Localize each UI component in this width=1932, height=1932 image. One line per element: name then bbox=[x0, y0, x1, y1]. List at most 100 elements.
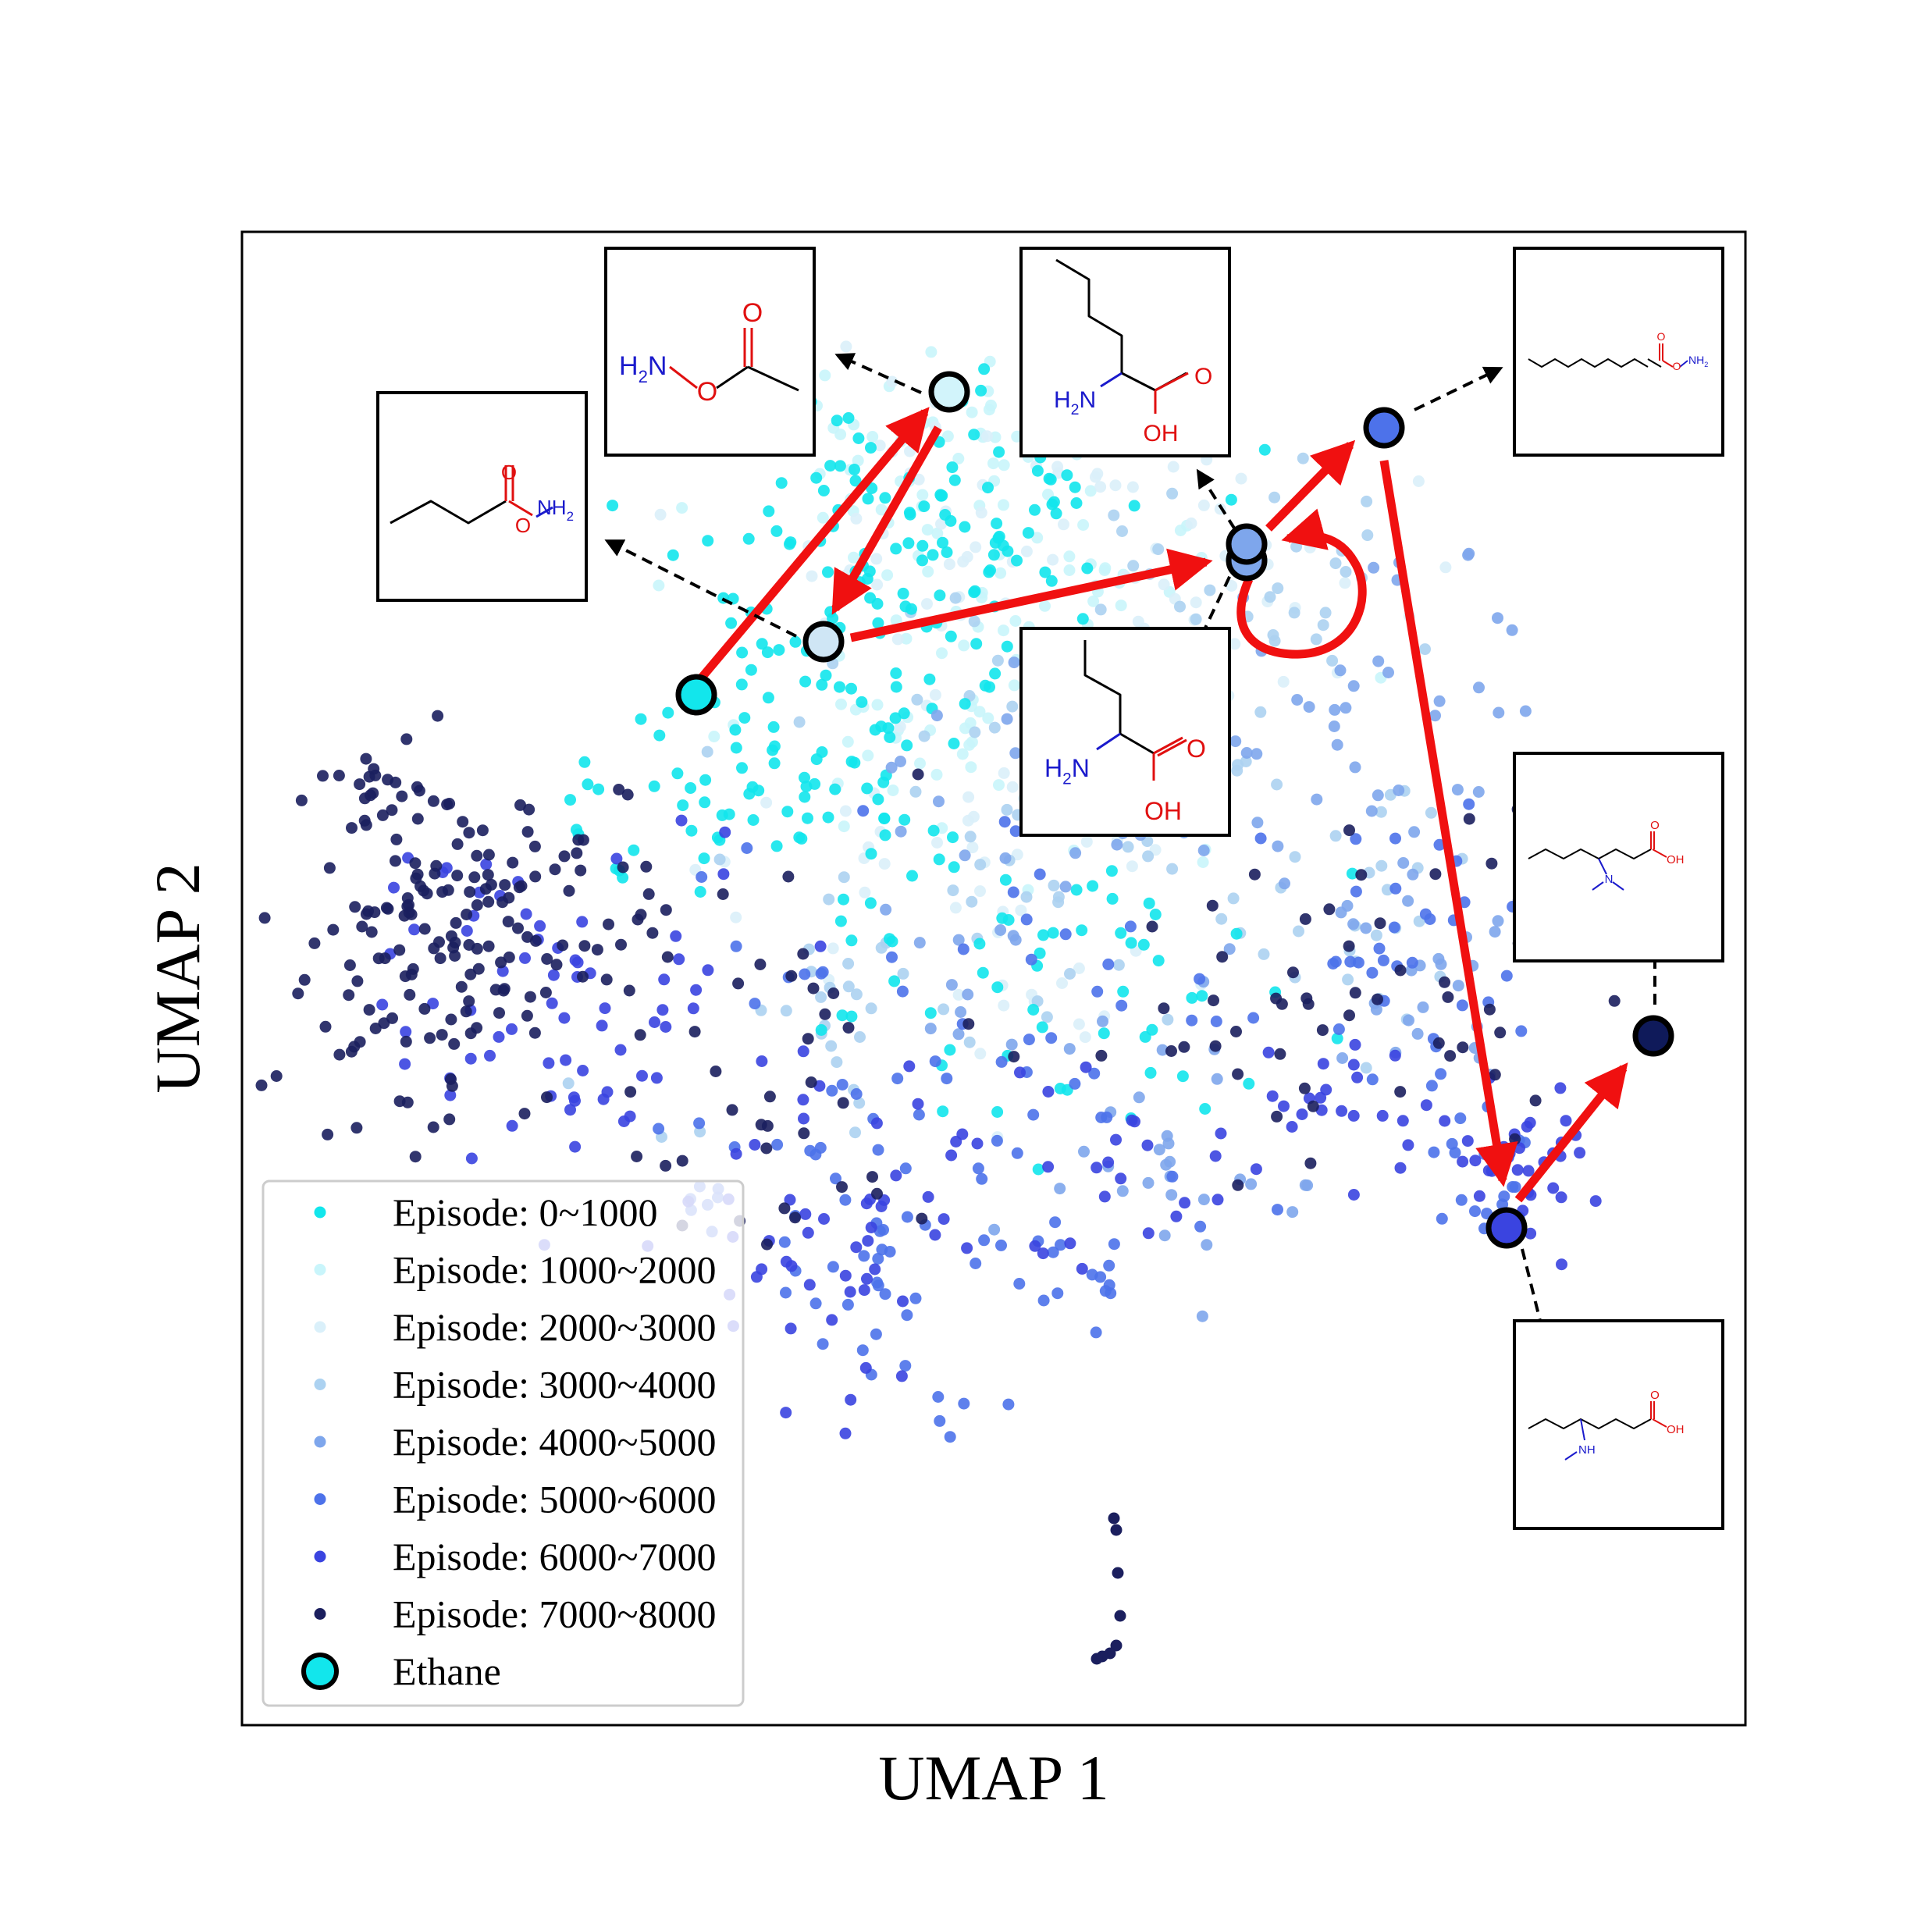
scatter-point bbox=[941, 1073, 953, 1085]
atom-label: O bbox=[697, 377, 717, 407]
scatter-point bbox=[1272, 840, 1284, 852]
scatter-point bbox=[432, 710, 444, 722]
scatter-point bbox=[998, 999, 1010, 1012]
scatter-point bbox=[890, 681, 902, 693]
scatter-point bbox=[1461, 1135, 1474, 1147]
scatter-point bbox=[642, 888, 655, 900]
scatter-point bbox=[1027, 1108, 1040, 1121]
scatter-point bbox=[1452, 980, 1464, 992]
scatter-point bbox=[1229, 735, 1242, 748]
scatter-point bbox=[898, 813, 911, 826]
scatter-point bbox=[1287, 966, 1299, 979]
scatter-point bbox=[1042, 1161, 1055, 1173]
molecule-inset-1: O O NH2 bbox=[376, 391, 588, 602]
scatter-point bbox=[1054, 1083, 1066, 1094]
scatter-point bbox=[1152, 543, 1165, 556]
scatter-point bbox=[1274, 1048, 1286, 1060]
scatter-point bbox=[1020, 913, 1033, 926]
scatter-point bbox=[468, 871, 481, 884]
scatter-point bbox=[785, 536, 797, 549]
scatter-point bbox=[327, 923, 340, 936]
scatter-point bbox=[807, 982, 820, 994]
scatter-point bbox=[973, 706, 986, 718]
scatter-point bbox=[1158, 1002, 1170, 1015]
scatter-point bbox=[904, 445, 916, 457]
scatter-point bbox=[1355, 869, 1368, 881]
scatter-point bbox=[354, 778, 366, 791]
scatter-point bbox=[1179, 1197, 1191, 1209]
scatter-point bbox=[1006, 781, 1019, 793]
scatter-point bbox=[730, 742, 742, 754]
scatter-point bbox=[849, 756, 861, 769]
scatter-point bbox=[963, 1036, 976, 1048]
scatter-point bbox=[368, 906, 381, 919]
scatter-point bbox=[1296, 1108, 1308, 1120]
scatter-point bbox=[518, 1108, 531, 1120]
atom-label: NH2 bbox=[1688, 354, 1708, 368]
scatter-point bbox=[607, 500, 619, 512]
scatter-point bbox=[1340, 566, 1352, 578]
scatter-point bbox=[862, 1235, 874, 1247]
scatter-point bbox=[365, 926, 378, 938]
scatter-point bbox=[819, 1008, 831, 1020]
scatter-point bbox=[1064, 968, 1076, 980]
scatter-point bbox=[890, 667, 902, 679]
legend-label: Episode: 5000~6000 bbox=[393, 1478, 717, 1521]
scatter-point bbox=[599, 1002, 611, 1015]
scatter-point bbox=[978, 363, 991, 375]
scatter-point bbox=[1342, 973, 1354, 986]
scatter-point bbox=[820, 669, 832, 681]
scatter-point bbox=[968, 429, 980, 441]
scatter-point bbox=[1106, 892, 1119, 905]
scatter-point bbox=[1209, 1040, 1222, 1052]
scatter-point bbox=[736, 646, 749, 659]
scatter-point bbox=[822, 566, 834, 578]
scatter-point bbox=[480, 858, 493, 870]
scatter-point bbox=[343, 989, 355, 1002]
scatter-point bbox=[864, 897, 877, 909]
scatter-point bbox=[523, 803, 535, 816]
scatter-point bbox=[1185, 517, 1197, 529]
scatter-point bbox=[1492, 915, 1504, 927]
scatter-point bbox=[946, 461, 959, 474]
scatter-point bbox=[1298, 1082, 1311, 1094]
scatter-point bbox=[929, 1055, 941, 1068]
scatter-point bbox=[968, 615, 980, 628]
scatter-point bbox=[959, 849, 971, 862]
scatter-point bbox=[624, 1086, 637, 1098]
scatter-point bbox=[993, 779, 1005, 792]
scatter-point bbox=[1375, 806, 1387, 818]
scatter-point bbox=[839, 805, 852, 817]
scatter-point bbox=[348, 1041, 361, 1053]
scatter-point bbox=[1166, 1170, 1179, 1183]
legend-label: Episode: 4000~5000 bbox=[393, 1420, 717, 1464]
scatter-point bbox=[729, 724, 742, 736]
scatter-point bbox=[400, 1035, 412, 1048]
legend-label: Episode: 1000~2000 bbox=[393, 1248, 717, 1292]
scatter-point bbox=[1015, 904, 1027, 916]
scatter-point bbox=[1270, 992, 1283, 1005]
scatter-point bbox=[1262, 1046, 1275, 1059]
scatter-point bbox=[333, 1048, 346, 1061]
scatter-point bbox=[603, 918, 614, 930]
scatter-point bbox=[822, 811, 834, 824]
scatter-point bbox=[880, 903, 892, 916]
scatter-point bbox=[885, 761, 898, 774]
scatter-point bbox=[1509, 1133, 1521, 1145]
scatter-point bbox=[814, 940, 827, 952]
scatter-point bbox=[295, 794, 308, 806]
scatter-point bbox=[1529, 1094, 1542, 1107]
scatter-point bbox=[1492, 612, 1503, 624]
scatter-point bbox=[1064, 1237, 1076, 1250]
scatter-point bbox=[1041, 1011, 1053, 1023]
scatter-point bbox=[834, 460, 846, 472]
scatter-point bbox=[1037, 929, 1049, 941]
scatter-point bbox=[793, 716, 806, 728]
scatter-point bbox=[958, 1397, 970, 1410]
scatter-point bbox=[1126, 1114, 1138, 1126]
scatter-point bbox=[1002, 1398, 1015, 1411]
scatter-point bbox=[866, 431, 879, 443]
scatter-point bbox=[1190, 613, 1202, 625]
scatter-point bbox=[1349, 1038, 1361, 1051]
scatter-point bbox=[258, 912, 271, 924]
